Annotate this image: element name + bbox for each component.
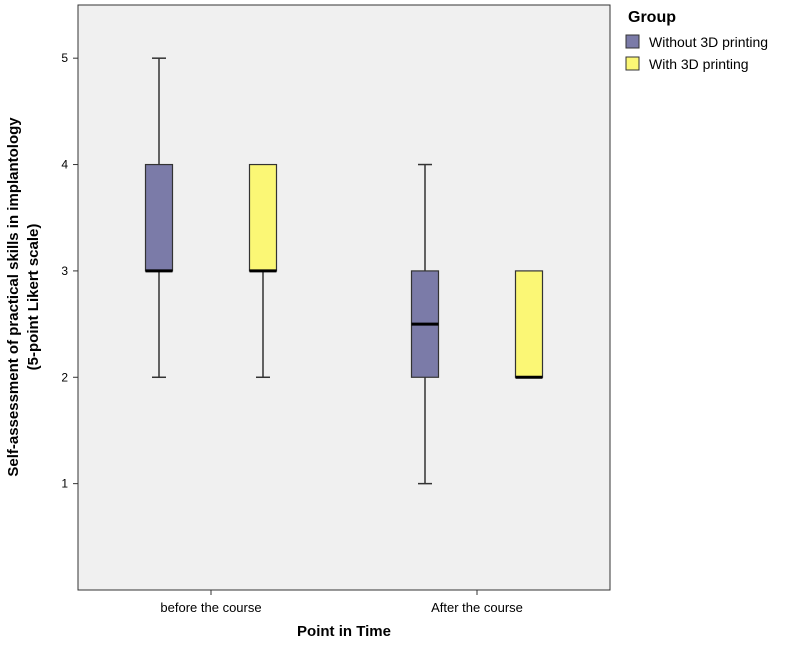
x-axis-label: Point in Time bbox=[297, 623, 391, 640]
y-axis-label: Self-assessment of practical skills in i… bbox=[5, 117, 22, 477]
y-axis-label-unit: (5-point Likert scale) bbox=[25, 224, 42, 371]
y-tick-label: 2 bbox=[61, 370, 68, 384]
legend-swatch-with bbox=[625, 56, 640, 71]
legend-label-with: With 3D printing bbox=[649, 56, 749, 72]
y-axis: 1 2 3 4 5 bbox=[61, 51, 78, 491]
y-tick-label: 4 bbox=[61, 158, 68, 172]
box-with-3d-0 bbox=[248, 163, 278, 379]
y-tick-label: 5 bbox=[61, 51, 68, 65]
box-without-3d-0 bbox=[144, 57, 174, 379]
box-with-3d-1 bbox=[514, 270, 544, 379]
legend-swatch-without bbox=[625, 34, 640, 49]
box-iqr bbox=[514, 270, 544, 378]
y-tick-label: 1 bbox=[61, 477, 68, 491]
legend: Group Without 3D printing With 3D printi… bbox=[625, 9, 768, 72]
boxes bbox=[144, 57, 544, 485]
legend-label-without: Without 3D printing bbox=[649, 34, 768, 50]
box-without-3d-1 bbox=[410, 163, 440, 485]
x-axis: before the course After the course bbox=[160, 590, 523, 615]
x-tick-label: before the course bbox=[160, 600, 261, 615]
y-tick-label: 3 bbox=[61, 264, 68, 278]
box-iqr bbox=[144, 163, 174, 272]
x-tick-label: After the course bbox=[431, 600, 523, 615]
legend-title: Group bbox=[628, 9, 676, 26]
box-iqr bbox=[248, 163, 278, 272]
